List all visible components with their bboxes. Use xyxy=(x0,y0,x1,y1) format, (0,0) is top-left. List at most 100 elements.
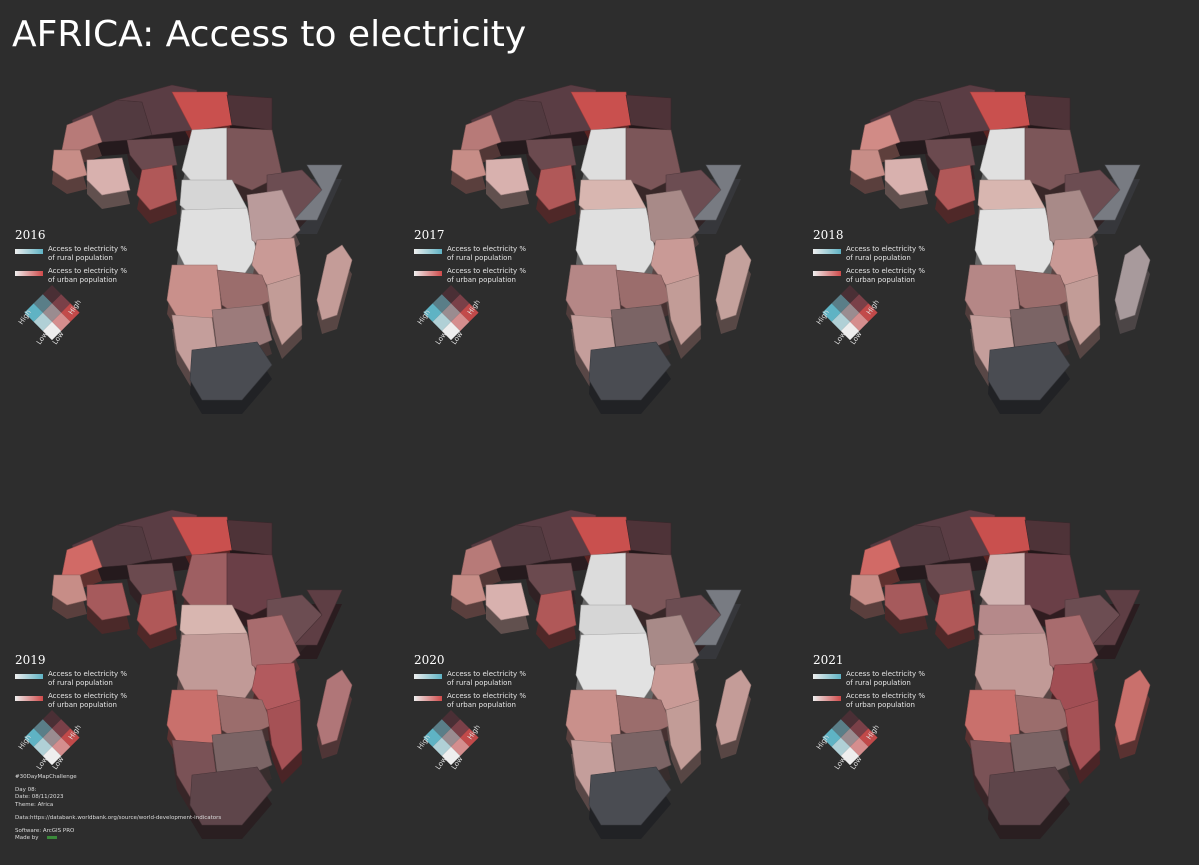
legend-rural: Access to electricity % of rural populati… xyxy=(15,245,135,262)
region-senegal-guinea xyxy=(849,149,886,181)
region-senegal-guinea xyxy=(51,574,88,606)
rural-label-line2: of rural population xyxy=(48,253,113,262)
urban-label-line1: Access to electricity % xyxy=(846,267,925,275)
legend: Access to electricity % of rural populati… xyxy=(414,245,534,289)
region-cote-ghana xyxy=(485,157,530,196)
map-panel-2019: 2019 Access to electricity % of rural popu… xyxy=(12,495,402,865)
region-cote-ghana xyxy=(884,157,929,196)
rural-label-line1: Access to electricity % xyxy=(48,670,127,678)
region-libya xyxy=(969,516,1031,556)
legend-urban: Access to electricity % of urban populati… xyxy=(15,692,135,709)
bivariate-cell xyxy=(840,321,860,341)
region-senegal-guinea xyxy=(51,149,88,181)
rural-label-line2: of rural population xyxy=(447,678,512,687)
africa-map xyxy=(51,509,353,839)
legend-urban: Access to electricity % of urban populati… xyxy=(15,267,135,284)
region-horn xyxy=(293,589,343,646)
region-south-africa xyxy=(189,766,273,826)
urban-ramp-swatch xyxy=(813,271,841,276)
region-mozambique xyxy=(1064,699,1101,771)
rural-ramp-swatch xyxy=(813,674,841,679)
map-panel-2016: 2016 Access to electricity % of rural popu… xyxy=(12,70,402,440)
region-mozambique xyxy=(665,274,702,346)
africa-map xyxy=(450,84,752,414)
region-horn xyxy=(1091,589,1141,646)
region-morocco xyxy=(460,539,502,576)
made-by-text: Made by xyxy=(15,835,221,842)
region-egypt xyxy=(625,94,672,131)
map-panel-2017: 2017 Access to electricity % of rural popu… xyxy=(411,70,801,440)
rural-ramp-swatch xyxy=(414,674,442,679)
region-south-africa xyxy=(588,341,672,401)
region-senegal-guinea xyxy=(849,574,886,606)
legend: Access to electricity % of rural populati… xyxy=(813,245,933,289)
bivar-high-right: High xyxy=(466,723,482,741)
bivar-high-right: High xyxy=(466,298,482,316)
urban-label-line1: Access to electricity % xyxy=(447,267,526,275)
urban-ramp-swatch xyxy=(15,271,43,276)
urban-ramp-swatch xyxy=(813,696,841,701)
region-senegal-guinea xyxy=(450,149,487,181)
theme-text: Theme: Africa xyxy=(15,801,54,808)
urban-label-line1: Access to electricity % xyxy=(48,692,127,700)
region-extrusion xyxy=(294,179,342,234)
urban-label-line2: of urban population xyxy=(48,700,117,709)
region-cote-ghana xyxy=(86,157,131,196)
data-source-text: Data:https://databank.worldbank.org/sour… xyxy=(15,814,222,821)
region-extrusion xyxy=(1092,179,1140,234)
legend: Access to electricity % of rural populati… xyxy=(414,670,534,714)
region-madagascar xyxy=(715,244,752,321)
region-horn xyxy=(692,164,742,221)
region-nigeria xyxy=(136,164,178,211)
rural-label-line2: of rural population xyxy=(48,678,113,687)
africa-map xyxy=(849,509,1151,839)
legend-rural: Access to electricity % of rural populati… xyxy=(414,245,534,262)
map-panel-2020: 2020 Access to electricity % of rural popu… xyxy=(411,495,801,865)
region-egypt xyxy=(1024,94,1071,131)
region-south-africa xyxy=(987,766,1071,826)
rural-ramp-swatch xyxy=(414,249,442,254)
legend-rural: Access to electricity % of rural populati… xyxy=(15,670,135,687)
urban-label-line2: of urban population xyxy=(846,700,915,709)
region-morocco xyxy=(859,114,901,151)
region-morocco xyxy=(61,539,103,576)
region-extrusion xyxy=(693,179,741,234)
software-text: Software: ArcGIS PRO xyxy=(15,828,75,835)
rural-label-line1: Access to electricity % xyxy=(846,245,925,253)
region-egypt xyxy=(1024,519,1071,556)
author-logo-icon xyxy=(46,836,57,840)
rural-ramp-swatch xyxy=(813,249,841,254)
region-horn xyxy=(1091,164,1141,221)
rural-label-line2: of rural population xyxy=(846,253,911,262)
region-nigeria xyxy=(934,589,976,636)
africa-map xyxy=(450,509,752,839)
region-morocco xyxy=(61,114,103,151)
day-text: Day 08: xyxy=(15,787,37,794)
year-label: 2019 xyxy=(15,653,46,667)
legend-urban: Access to electricity % of urban populati… xyxy=(414,267,534,284)
bivariate-cell xyxy=(840,285,860,304)
date-text: Date: 08/11/2023 xyxy=(15,794,64,801)
region-nigeria xyxy=(136,589,178,636)
map-panel-2018: 2018 Access to electricity % of rural popu… xyxy=(810,70,1199,440)
africa-map xyxy=(849,84,1151,414)
year-label: 2021 xyxy=(813,653,844,667)
credits: #30DayMapChallenge Day 08: Date: 08/11/2… xyxy=(15,774,221,842)
region-cote-ghana xyxy=(86,582,131,621)
bivar-high-right: High xyxy=(67,723,83,741)
bivariate-cell xyxy=(42,321,62,341)
region-libya xyxy=(171,91,233,131)
urban-label-line2: of urban population xyxy=(48,275,117,284)
region-horn xyxy=(692,589,742,646)
region-extrusion xyxy=(294,604,342,659)
legend-rural: Access to electricity % of rural populati… xyxy=(813,245,933,262)
region-madagascar xyxy=(1114,669,1151,746)
urban-label-line2: of urban population xyxy=(846,275,915,284)
region-south-africa xyxy=(588,766,672,826)
region-egypt xyxy=(625,519,672,556)
region-south-africa xyxy=(987,341,1071,401)
